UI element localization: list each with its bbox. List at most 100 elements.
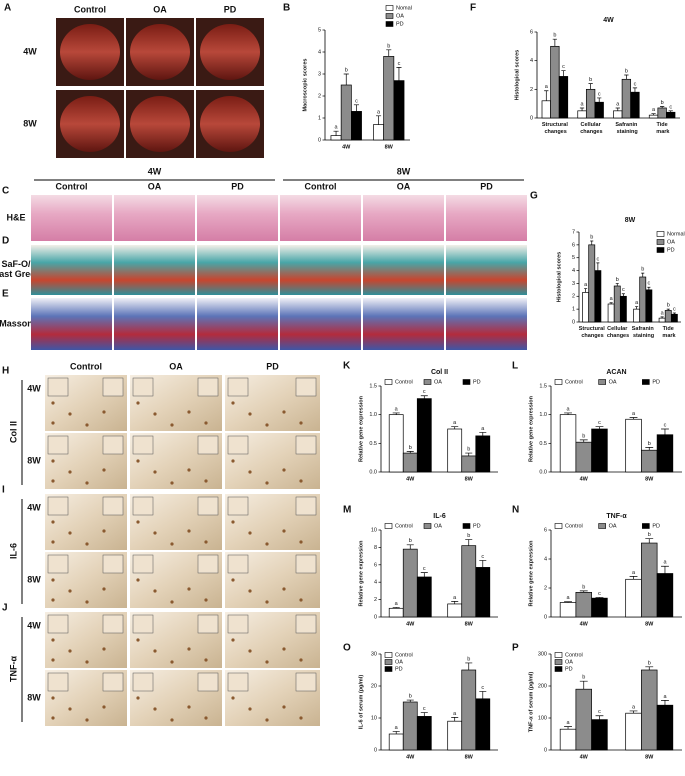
bar <box>402 548 418 618</box>
cell <box>248 649 252 653</box>
x-tick-label: 4W <box>406 754 415 760</box>
y-tick-label: 5 <box>318 27 321 33</box>
legend-label: Control <box>395 379 413 385</box>
cell <box>282 705 286 709</box>
legend-swatch <box>385 13 394 19</box>
significance-letter: b <box>625 68 628 74</box>
cell <box>231 520 235 524</box>
row-label: 4W <box>27 502 41 512</box>
cell <box>85 718 89 722</box>
photo <box>130 24 190 80</box>
photo <box>31 298 112 350</box>
bar <box>475 567 491 618</box>
y-tick-label: 6 <box>374 562 377 568</box>
significance-letter: b <box>648 441 651 447</box>
legend-swatch <box>656 231 665 237</box>
bar <box>658 317 666 323</box>
x-tick-label: 8W <box>645 754 654 760</box>
inset <box>197 377 219 397</box>
cell <box>265 718 269 722</box>
legend-swatch <box>384 659 393 665</box>
legend-swatch <box>554 523 563 529</box>
significance-letter: c <box>562 64 565 70</box>
cell <box>68 470 72 474</box>
panel-letter: H <box>2 366 9 377</box>
error-bar <box>660 316 664 319</box>
significance-letter: b <box>661 100 664 106</box>
cell <box>170 718 174 722</box>
bar <box>633 308 641 323</box>
panel-letter: O <box>343 643 351 654</box>
cell <box>248 470 252 474</box>
bar <box>641 669 658 751</box>
legend-swatch <box>598 379 606 385</box>
chart-title: 4W <box>603 17 614 24</box>
significance-letter: a <box>335 125 339 131</box>
column-label: PD <box>231 181 244 191</box>
cell <box>265 600 269 604</box>
error-bar <box>595 715 604 720</box>
y-tick-label: 100 <box>538 715 547 721</box>
legend-swatch <box>642 523 650 529</box>
legend-label: Nomal <box>396 5 412 11</box>
legend-swatch <box>554 666 563 672</box>
x-tick-label: 4W <box>406 476 415 482</box>
x-tick-label: 8W <box>645 621 654 627</box>
significance-letter: a <box>635 300 639 306</box>
y-axis-label: Histological scores <box>514 50 520 100</box>
bar <box>664 310 672 323</box>
inset <box>132 554 154 574</box>
bar <box>594 270 602 323</box>
inset <box>132 377 154 397</box>
legend-label: Normal <box>667 231 685 237</box>
photo <box>197 298 278 350</box>
cell <box>187 587 191 591</box>
significance-letter: c <box>355 98 358 104</box>
significance-letter: c <box>669 104 672 110</box>
cell <box>299 479 303 483</box>
y-axis-label: Histological scores <box>556 252 562 302</box>
y-axis-label: Relative gene expression <box>358 395 364 462</box>
cell <box>51 421 55 425</box>
significance-letter: a <box>581 101 585 107</box>
bar <box>550 45 560 119</box>
bar <box>559 414 577 473</box>
significance-letter: c <box>664 422 667 428</box>
y-axis-label: Macroscopic scores <box>302 59 308 112</box>
legend-swatch <box>423 523 432 529</box>
photo <box>363 195 444 241</box>
y-tick-label: 5 <box>572 255 575 261</box>
error-bar <box>451 600 459 604</box>
bar <box>558 76 569 119</box>
error-bar <box>451 717 459 722</box>
y-tick-label: 30 <box>371 651 377 657</box>
y-tick-label: 1.5 <box>369 383 377 389</box>
error-bar <box>632 87 638 93</box>
photo <box>114 195 195 241</box>
cell <box>187 410 191 414</box>
cell <box>85 660 89 664</box>
legend-swatch <box>462 379 471 385</box>
inset <box>227 614 249 634</box>
significance-letter: b <box>387 43 390 49</box>
inset <box>47 496 69 516</box>
significance-letter: a <box>545 84 549 90</box>
x-tick-label: Tide mark <box>655 122 671 135</box>
column-label: PD <box>224 4 237 14</box>
cell <box>51 598 55 602</box>
cell <box>51 638 55 642</box>
cell <box>68 589 72 593</box>
x-tick-label: 4W <box>406 621 415 627</box>
error-bar <box>392 607 400 609</box>
bar <box>670 313 678 323</box>
error-bar <box>564 726 572 730</box>
cell <box>204 540 208 544</box>
photo <box>280 245 361 295</box>
cell <box>102 587 106 591</box>
inset <box>295 435 317 455</box>
bar <box>383 56 395 141</box>
y-tick-label: 7 <box>572 229 575 235</box>
error-bar <box>406 451 414 454</box>
cell <box>136 638 140 642</box>
cell <box>248 531 252 535</box>
